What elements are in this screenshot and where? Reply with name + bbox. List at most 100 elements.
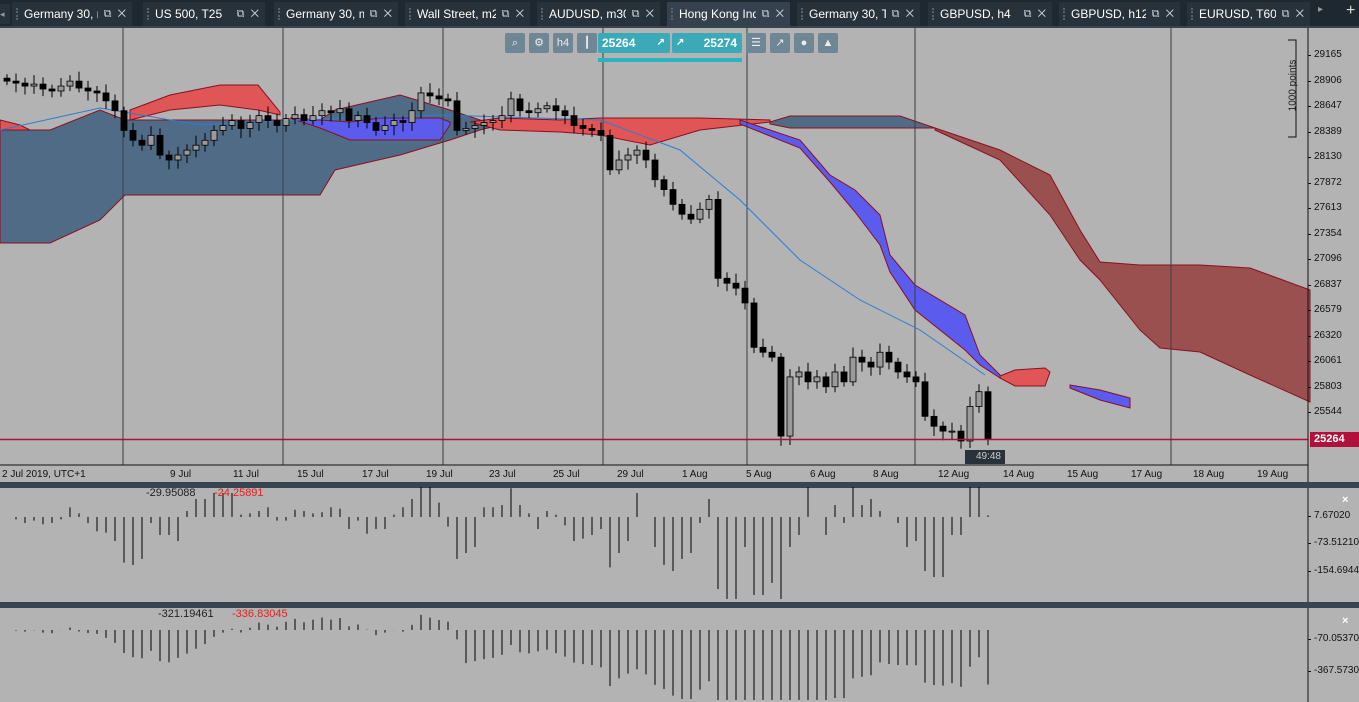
close-tab-icon[interactable]: ✕ — [515, 8, 524, 20]
tab-7[interactable]: GBPUSD, h4 ⧉ ✕ — [928, 2, 1052, 26]
detach-icon[interactable]: ⧉ — [236, 8, 245, 20]
ichimoku-cloud — [769, 115, 936, 129]
detach-icon[interactable]: ⧉ — [501, 8, 510, 20]
close-tab-icon[interactable]: ✕ — [775, 8, 784, 20]
date-tick: 25 Jul — [553, 469, 580, 480]
pane-separator — [0, 482, 1359, 488]
candle-body — [300, 114, 308, 121]
tab-4[interactable]: AUDUSD, m30 ⧉ ✕ — [537, 2, 660, 26]
candle-body — [480, 122, 488, 126]
candle-body — [66, 80, 74, 87]
candle-body — [111, 100, 119, 112]
candle-body — [975, 391, 983, 407]
candle-body — [903, 371, 911, 378]
tab-6[interactable]: Germany 30, T60 ⧉ ✕ — [797, 2, 920, 26]
close-tab-icon[interactable]: ✕ — [383, 8, 392, 20]
drag-grip-icon — [16, 8, 18, 20]
candle-body — [336, 108, 344, 114]
candle-body — [534, 108, 542, 114]
candle-body — [786, 376, 794, 437]
tab-label: EURUSD, T60 — [1199, 7, 1276, 21]
candle-body — [3, 77, 11, 82]
close-tab-icon[interactable]: ✕ — [117, 8, 126, 20]
candle-body — [957, 430, 965, 442]
scroll-tabs-right-button[interactable]: ▸ — [1318, 4, 1324, 15]
objects-icon[interactable]: ● — [794, 33, 814, 53]
chart-type-icon[interactable]: ┃ — [577, 33, 597, 53]
tab-bar: ◂ Germany 30, m...⧉ ✕US 500, T25⧉ ✕Germa… — [0, 0, 1359, 28]
date-tick: 23 Jul — [489, 469, 516, 480]
tab-label: AUDUSD, m30 — [549, 7, 626, 21]
current-price-label: 25264 — [1310, 432, 1359, 447]
templates-icon[interactable]: ▲ — [818, 33, 838, 53]
candle-body — [120, 110, 128, 131]
close-tab-icon[interactable]: ✕ — [1295, 8, 1304, 20]
date-tick: 9 Jul — [170, 469, 192, 480]
close-tab-icon[interactable]: ✕ — [1165, 8, 1174, 20]
sell-button[interactable]: 25264 ↗ — [598, 33, 670, 53]
drag-grip-icon — [541, 8, 543, 20]
ichimoku-cloud — [469, 117, 771, 146]
candle-body — [93, 90, 101, 94]
candle-body — [525, 110, 533, 114]
candle-body — [552, 105, 560, 112]
indicators-icon[interactable]: ↗ — [770, 33, 790, 53]
tab-0[interactable]: Germany 30, m... ⧉ ✕ — [12, 2, 132, 26]
trade-list-icon[interactable]: ☰ — [746, 33, 766, 53]
price-tick: 26320 — [1308, 329, 1342, 341]
candle-body — [858, 356, 866, 363]
chart-settings-icon[interactable]: ⚙ — [529, 33, 549, 53]
candle-body — [984, 391, 992, 441]
tab-label: GBPUSD, h4 — [940, 7, 1011, 21]
candle-body — [750, 302, 758, 348]
ichimoku-cloud — [289, 117, 451, 141]
detach-icon[interactable]: ⧉ — [1023, 8, 1032, 20]
zoom-icon[interactable]: ⌕ — [505, 33, 525, 53]
scale-bracket — [1288, 39, 1297, 138]
date-tick: 1 Aug — [682, 469, 708, 480]
detach-icon[interactable]: ⧉ — [103, 8, 112, 20]
candle-body — [237, 120, 245, 129]
candle-body — [219, 125, 227, 131]
tab-2[interactable]: Germany 30, m2 ⧉ ✕ — [274, 2, 398, 26]
candle-body — [705, 199, 713, 210]
add-tab-button[interactable]: + — [1346, 2, 1356, 19]
candle-body — [867, 361, 875, 368]
date-tick: 6 Aug — [810, 469, 836, 480]
date-tick: 15 Aug — [1067, 469, 1099, 480]
candle-body — [813, 376, 821, 383]
tab-label: Germany 30, m... — [24, 7, 98, 21]
tab-5[interactable]: Hong Kong Ind... ⧉ ✕ — [667, 2, 790, 26]
tab-3[interactable]: Wall Street, m2 ⧉ ✕ — [405, 2, 530, 26]
candle-body — [633, 149, 641, 156]
candle-body — [453, 100, 461, 131]
tab-1[interactable]: US 500, T25 ⧉ ✕ — [143, 2, 265, 26]
tab-8[interactable]: GBPUSD, h12 ⧉ ✕ — [1059, 2, 1180, 26]
detach-icon[interactable]: ⧉ — [1281, 8, 1290, 20]
candle-body — [57, 85, 65, 92]
candle-body — [282, 118, 290, 126]
close-tab-icon[interactable]: ✕ — [905, 8, 914, 20]
candle-body — [849, 356, 857, 383]
close-tab-icon[interactable]: ✕ — [250, 8, 259, 20]
close-tab-icon[interactable]: ✕ — [1037, 8, 1046, 20]
scroll-tabs-left-button[interactable]: ◂ — [0, 4, 10, 24]
close-indicator2-icon[interactable]: × — [1342, 615, 1349, 627]
close-indicator1-icon[interactable]: × — [1342, 494, 1349, 506]
candle-body — [30, 83, 38, 87]
candle-body — [615, 159, 623, 171]
buy-button[interactable]: ↗ 25274 — [672, 33, 742, 53]
close-tab-icon[interactable]: ✕ — [645, 8, 654, 20]
tab-9[interactable]: EURUSD, T60 ⧉ ✕ — [1187, 2, 1310, 26]
detach-icon[interactable]: ⧉ — [631, 8, 640, 20]
buy-arrow-icon: ↗ — [676, 37, 685, 48]
candle-body — [795, 371, 803, 378]
detach-icon[interactable]: ⧉ — [891, 8, 900, 20]
timeframe-button[interactable]: h4 — [553, 33, 573, 53]
ichimoku-cloud — [1069, 384, 1131, 409]
detach-icon[interactable]: ⧉ — [369, 8, 378, 20]
detach-icon[interactable]: ⧉ — [1151, 8, 1160, 20]
candle-body — [426, 92, 434, 97]
detach-icon[interactable]: ⧉ — [761, 8, 770, 20]
